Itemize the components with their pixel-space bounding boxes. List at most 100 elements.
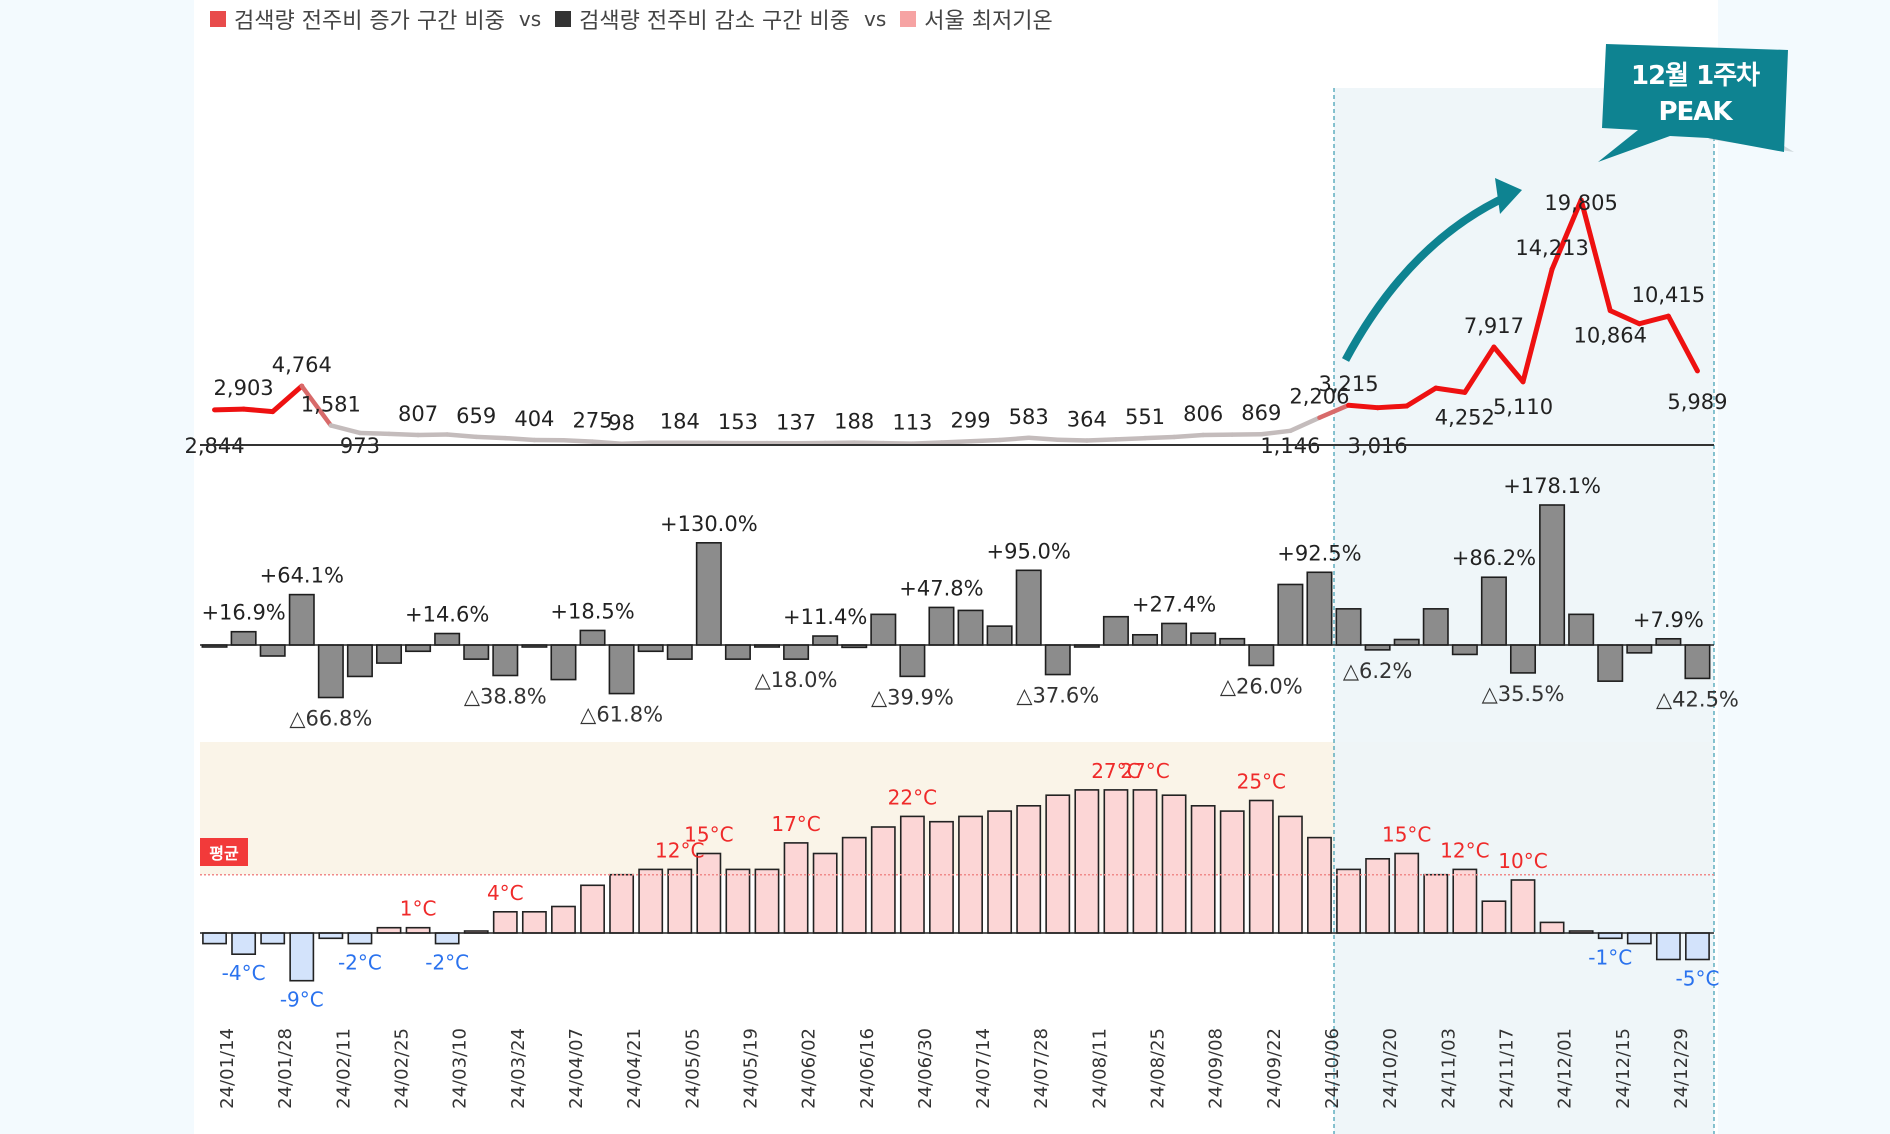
line-data-label: 4,252	[1435, 405, 1495, 429]
x-axis-tick-label: 24/01/14	[217, 1028, 238, 1109]
temperature-data-label: 12°C	[1440, 838, 1489, 862]
percent-data-label: +95.0%	[987, 539, 1071, 563]
line-data-label: 19,805	[1544, 191, 1617, 215]
percent-bar	[375, 644, 403, 664]
temperature-bar	[812, 852, 838, 934]
percent-data-label: △37.6%	[1016, 684, 1099, 708]
legend-item-decrease: 검색량 전주비 감소 구간 비중	[555, 3, 850, 35]
x-axis-tick-label: 24/08/11	[1089, 1028, 1110, 1109]
line-segment	[503, 435, 537, 443]
x-axis-tick-label: 24/08/25	[1148, 1028, 1169, 1109]
temperature-bar	[1626, 932, 1652, 945]
percent-bar	[1015, 569, 1042, 646]
percent-data-label: △38.8%	[464, 684, 547, 708]
x-axis-tick-label: 24/10/20	[1380, 1028, 1401, 1109]
percent-data-label: +92.5%	[1277, 541, 1361, 565]
temperature-bar	[841, 836, 867, 934]
line-data-label: 806	[1183, 402, 1223, 426]
line-segment	[1520, 266, 1555, 385]
temperature-data-label: 25°C	[1237, 770, 1286, 794]
line-data-label: 4,764	[272, 353, 332, 377]
line-data-label: 137	[776, 410, 816, 434]
temperature-bar	[1045, 794, 1071, 934]
percent-bar	[608, 644, 635, 695]
temperature-data-label: 22°C	[888, 785, 937, 809]
percent-bar	[1597, 644, 1624, 682]
temperature-bar	[1016, 804, 1042, 934]
highlight-region	[1334, 88, 1714, 1134]
percent-bar	[1306, 571, 1333, 646]
temperature-bar	[1336, 868, 1361, 934]
line-segment	[1462, 344, 1497, 395]
temperature-data-label: -5°C	[1676, 967, 1720, 991]
temperature-bar	[1423, 873, 1449, 934]
temperature-bar	[260, 932, 286, 945]
temperature-bar	[1452, 868, 1478, 934]
temperature-bar	[1161, 794, 1187, 934]
temperature-bar	[1277, 815, 1303, 934]
percent-bar	[1480, 576, 1507, 646]
percent-bar	[1102, 615, 1129, 646]
line-segment	[473, 434, 508, 441]
temperature-data-label: 1°C	[400, 897, 437, 921]
x-axis-tick-label: 24/07/14	[973, 1028, 994, 1109]
temperature-bar	[231, 932, 257, 956]
temperature-data-label: 15°C	[1382, 823, 1431, 847]
line-data-label: 2,903	[214, 376, 274, 400]
legend: 검색량 전주비 증가 구간 비중 vs 검색량 전주비 감소 구간 비중 vs …	[210, 2, 1053, 36]
line-segment	[561, 438, 595, 444]
line-segment	[1288, 415, 1322, 434]
percent-bar	[1161, 622, 1188, 646]
line-data-label: 188	[834, 410, 874, 434]
line-segment	[357, 430, 392, 437]
line-segment	[1549, 197, 1584, 272]
percent-data-label: +130.0%	[660, 512, 758, 536]
x-axis-tick-label: 24/06/02	[799, 1028, 820, 1109]
x-axis-tick-label: 24/06/16	[857, 1028, 878, 1109]
percent-bar	[1393, 638, 1420, 646]
temperature-data-label: 27°C	[1091, 759, 1140, 783]
x-axis-tick-label: 24/01/28	[275, 1028, 296, 1109]
temperature-data-label: 17°C	[771, 812, 820, 836]
line-data-label: 583	[1009, 405, 1049, 429]
percent-data-label: +86.2%	[1452, 546, 1536, 570]
temperature-bar	[1248, 799, 1274, 934]
percent-bar	[317, 644, 344, 699]
temperature-bar	[1219, 810, 1245, 934]
temperature-bar	[1394, 852, 1420, 934]
percent-data-label: △42.5%	[1656, 687, 1739, 711]
line-data-label: 275	[572, 409, 612, 433]
line-data-label: 184	[660, 410, 700, 434]
temperature-data-label: 4°C	[487, 881, 524, 905]
line-data-label: 113	[892, 411, 932, 435]
temperature-bar	[1685, 932, 1710, 961]
line-data-label: 153	[718, 410, 758, 434]
legend-item-temperature: 서울 최저기온	[900, 3, 1053, 35]
legend-separator: vs	[863, 7, 887, 31]
trend-arrow-head-icon	[1495, 178, 1522, 214]
percent-bar	[346, 644, 373, 678]
x-axis-tick-label: 24/10/06	[1322, 1028, 1343, 1109]
temperature-bar	[376, 926, 402, 934]
temperature-bar	[1103, 789, 1129, 934]
temperature-bar	[580, 884, 605, 934]
line-segment	[270, 383, 305, 415]
percent-bar	[1422, 608, 1449, 646]
percent-bar	[492, 644, 519, 677]
percent-bar	[637, 644, 664, 653]
temperature-bar	[1655, 932, 1681, 961]
temperature-data-label: -2°C	[425, 951, 469, 975]
line-segment	[1026, 435, 1061, 443]
line-segment	[1142, 434, 1177, 441]
temperature-bar	[1132, 789, 1158, 934]
peak-callout-text: 12월 1주차 PEAK	[1610, 58, 1780, 130]
temperature-bar	[929, 820, 954, 934]
temperature-bar	[958, 815, 983, 934]
temperature-bar	[1190, 804, 1216, 934]
average-tag: 평균	[200, 838, 248, 866]
line-segment	[939, 439, 973, 445]
x-axis-tick-label: 24/06/30	[915, 1028, 936, 1109]
legend-swatch-decrease	[555, 11, 572, 27]
line-data-label: 404	[514, 407, 554, 431]
legend-swatch-increase	[210, 11, 226, 27]
